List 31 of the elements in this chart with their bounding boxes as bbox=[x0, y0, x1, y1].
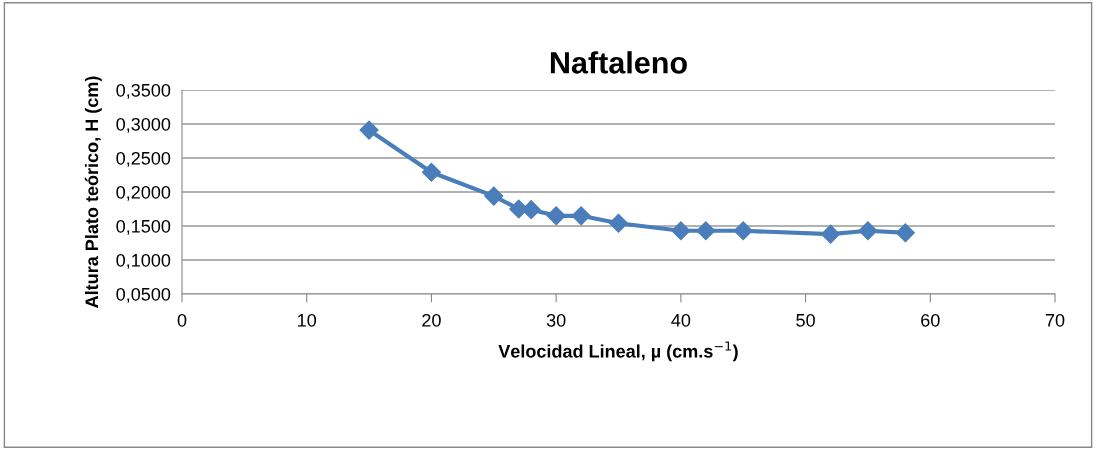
y-tick-label: 0,3000 bbox=[116, 117, 171, 133]
y-tick-label: 0,2000 bbox=[116, 185, 171, 201]
point bbox=[608, 213, 629, 233]
point bbox=[895, 223, 915, 243]
y-tick-label: 0,3500 bbox=[116, 83, 171, 99]
x-axis-title: Velocidad Lineal, µ (cm.s$^{−1}$) bbox=[498, 341, 738, 362]
x-tick-label: 30 bbox=[546, 313, 566, 327]
x-tick-label: 60 bbox=[921, 313, 940, 327]
y-tick-label: 0,0500 bbox=[116, 287, 171, 303]
point bbox=[671, 221, 691, 241]
x-tick-label: 40 bbox=[671, 313, 691, 327]
point bbox=[359, 120, 379, 140]
point bbox=[421, 162, 441, 182]
y-tick-label: 0,1500 bbox=[116, 219, 171, 235]
point bbox=[546, 206, 566, 226]
x-tick-label: 10 bbox=[298, 313, 317, 327]
y-axis-title: Altura Plato teórico, H (cm) bbox=[84, 76, 102, 308]
point bbox=[571, 206, 591, 226]
x-tick-label: 20 bbox=[422, 313, 441, 327]
chart-title: Naftaleno bbox=[550, 51, 687, 74]
point bbox=[733, 221, 753, 241]
y-tick-label: 0,2500 bbox=[116, 151, 171, 167]
x-tick-label: 0 bbox=[177, 313, 187, 327]
point bbox=[521, 200, 541, 220]
point bbox=[696, 221, 716, 241]
y-tick-label: 0,1000 bbox=[116, 253, 171, 269]
x-tick-label: 50 bbox=[796, 313, 815, 327]
x-tick-label: 70 bbox=[1045, 313, 1065, 327]
point bbox=[858, 221, 878, 241]
point bbox=[820, 224, 841, 244]
point bbox=[484, 186, 504, 206]
